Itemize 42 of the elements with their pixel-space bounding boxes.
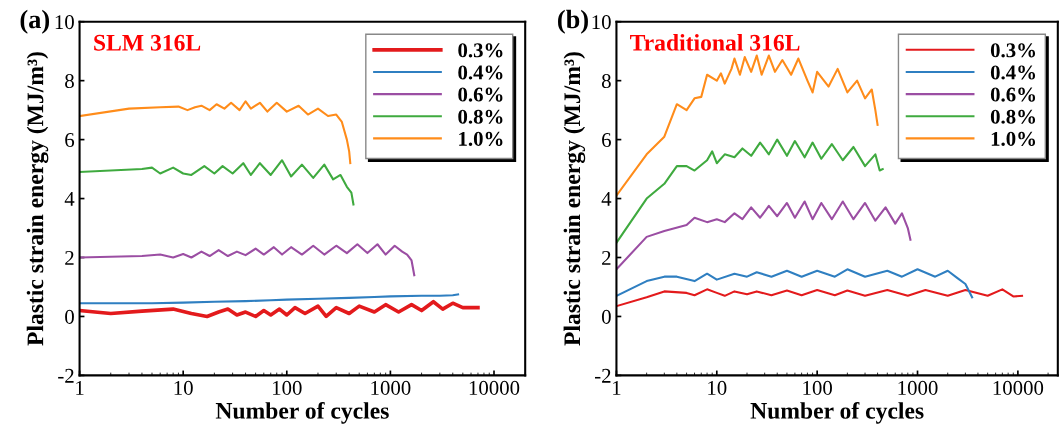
y-tick-label: 10 <box>55 15 74 30</box>
x-axis-title: Number of cycles <box>750 401 924 424</box>
legend-label: 0.4% <box>458 65 503 80</box>
y-tick-label: 2 <box>65 250 74 265</box>
x-tick-label: 100 <box>803 380 832 395</box>
y-tick-label: 2 <box>602 250 611 265</box>
legend-label: 0.8% <box>458 109 503 124</box>
x-tick-label: 1 <box>76 380 84 395</box>
chart-title: SLM 316L <box>94 34 201 51</box>
x-tick-label: 10 <box>174 380 193 395</box>
y-axis-title: Plastic strain energy (MJ/m³) <box>26 52 49 346</box>
legend-label: 0.8% <box>990 109 1036 124</box>
y-tick-label: 0 <box>65 309 74 324</box>
legend-label: 0.4% <box>990 65 1036 80</box>
y-tick-label: 8 <box>601 74 611 89</box>
chart-title: Traditional 316L <box>630 34 800 51</box>
x-tick-label: 1000 <box>371 380 411 395</box>
legend-label: 1.0% <box>459 131 503 146</box>
y-tick-label: 0 <box>601 309 611 324</box>
x-tick-label: 100 <box>273 380 302 395</box>
y-tick-label: 8 <box>65 74 74 89</box>
y-tick-label: 4 <box>64 192 75 206</box>
x-tick-label: 10 <box>708 380 727 395</box>
legend-label: 0.3% <box>990 43 1036 58</box>
x-tick-label: 10000 <box>993 380 1044 395</box>
legend-label: 1.0% <box>991 131 1036 146</box>
y-tick-label: 6 <box>65 133 75 148</box>
x-tick-label: 1000 <box>898 380 938 395</box>
y-axis-title: Plastic strain energy (MJ/m³) <box>563 52 586 346</box>
y-tick-label: 4 <box>601 192 612 206</box>
x-tick-label: 1 <box>613 380 621 395</box>
y-tick-label: -2 <box>595 368 611 383</box>
y-tick-label: -2 <box>58 368 74 383</box>
x-axis-title: Number of cycles <box>215 401 389 424</box>
legend-label: 0.6% <box>458 87 503 102</box>
legend-label: 0.3% <box>458 43 503 58</box>
text: (b) <box>558 9 588 34</box>
y-tick-label: 10 <box>592 15 611 30</box>
legend-label: 0.6% <box>990 87 1036 102</box>
text: (a) <box>20 9 50 34</box>
y-tick-label: 6 <box>602 133 611 148</box>
x-tick-label: 10000 <box>469 380 520 395</box>
